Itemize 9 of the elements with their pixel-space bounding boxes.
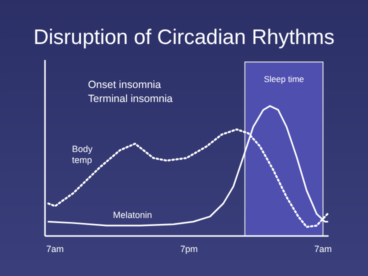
series-label: Body temp [72, 144, 94, 165]
text: Onset insomnia [88, 79, 162, 91]
series-label: Melatonin [113, 210, 152, 220]
x-tick-label: 7am [46, 244, 64, 254]
x-tick-label: 7pm [180, 244, 198, 254]
chart-title: Disruption of Circadian Rhythms [33, 26, 335, 49]
band-label: Sleep time [264, 74, 304, 84]
x-tick-label: 7am [314, 244, 332, 254]
text: Terminal insomnia [88, 93, 173, 105]
